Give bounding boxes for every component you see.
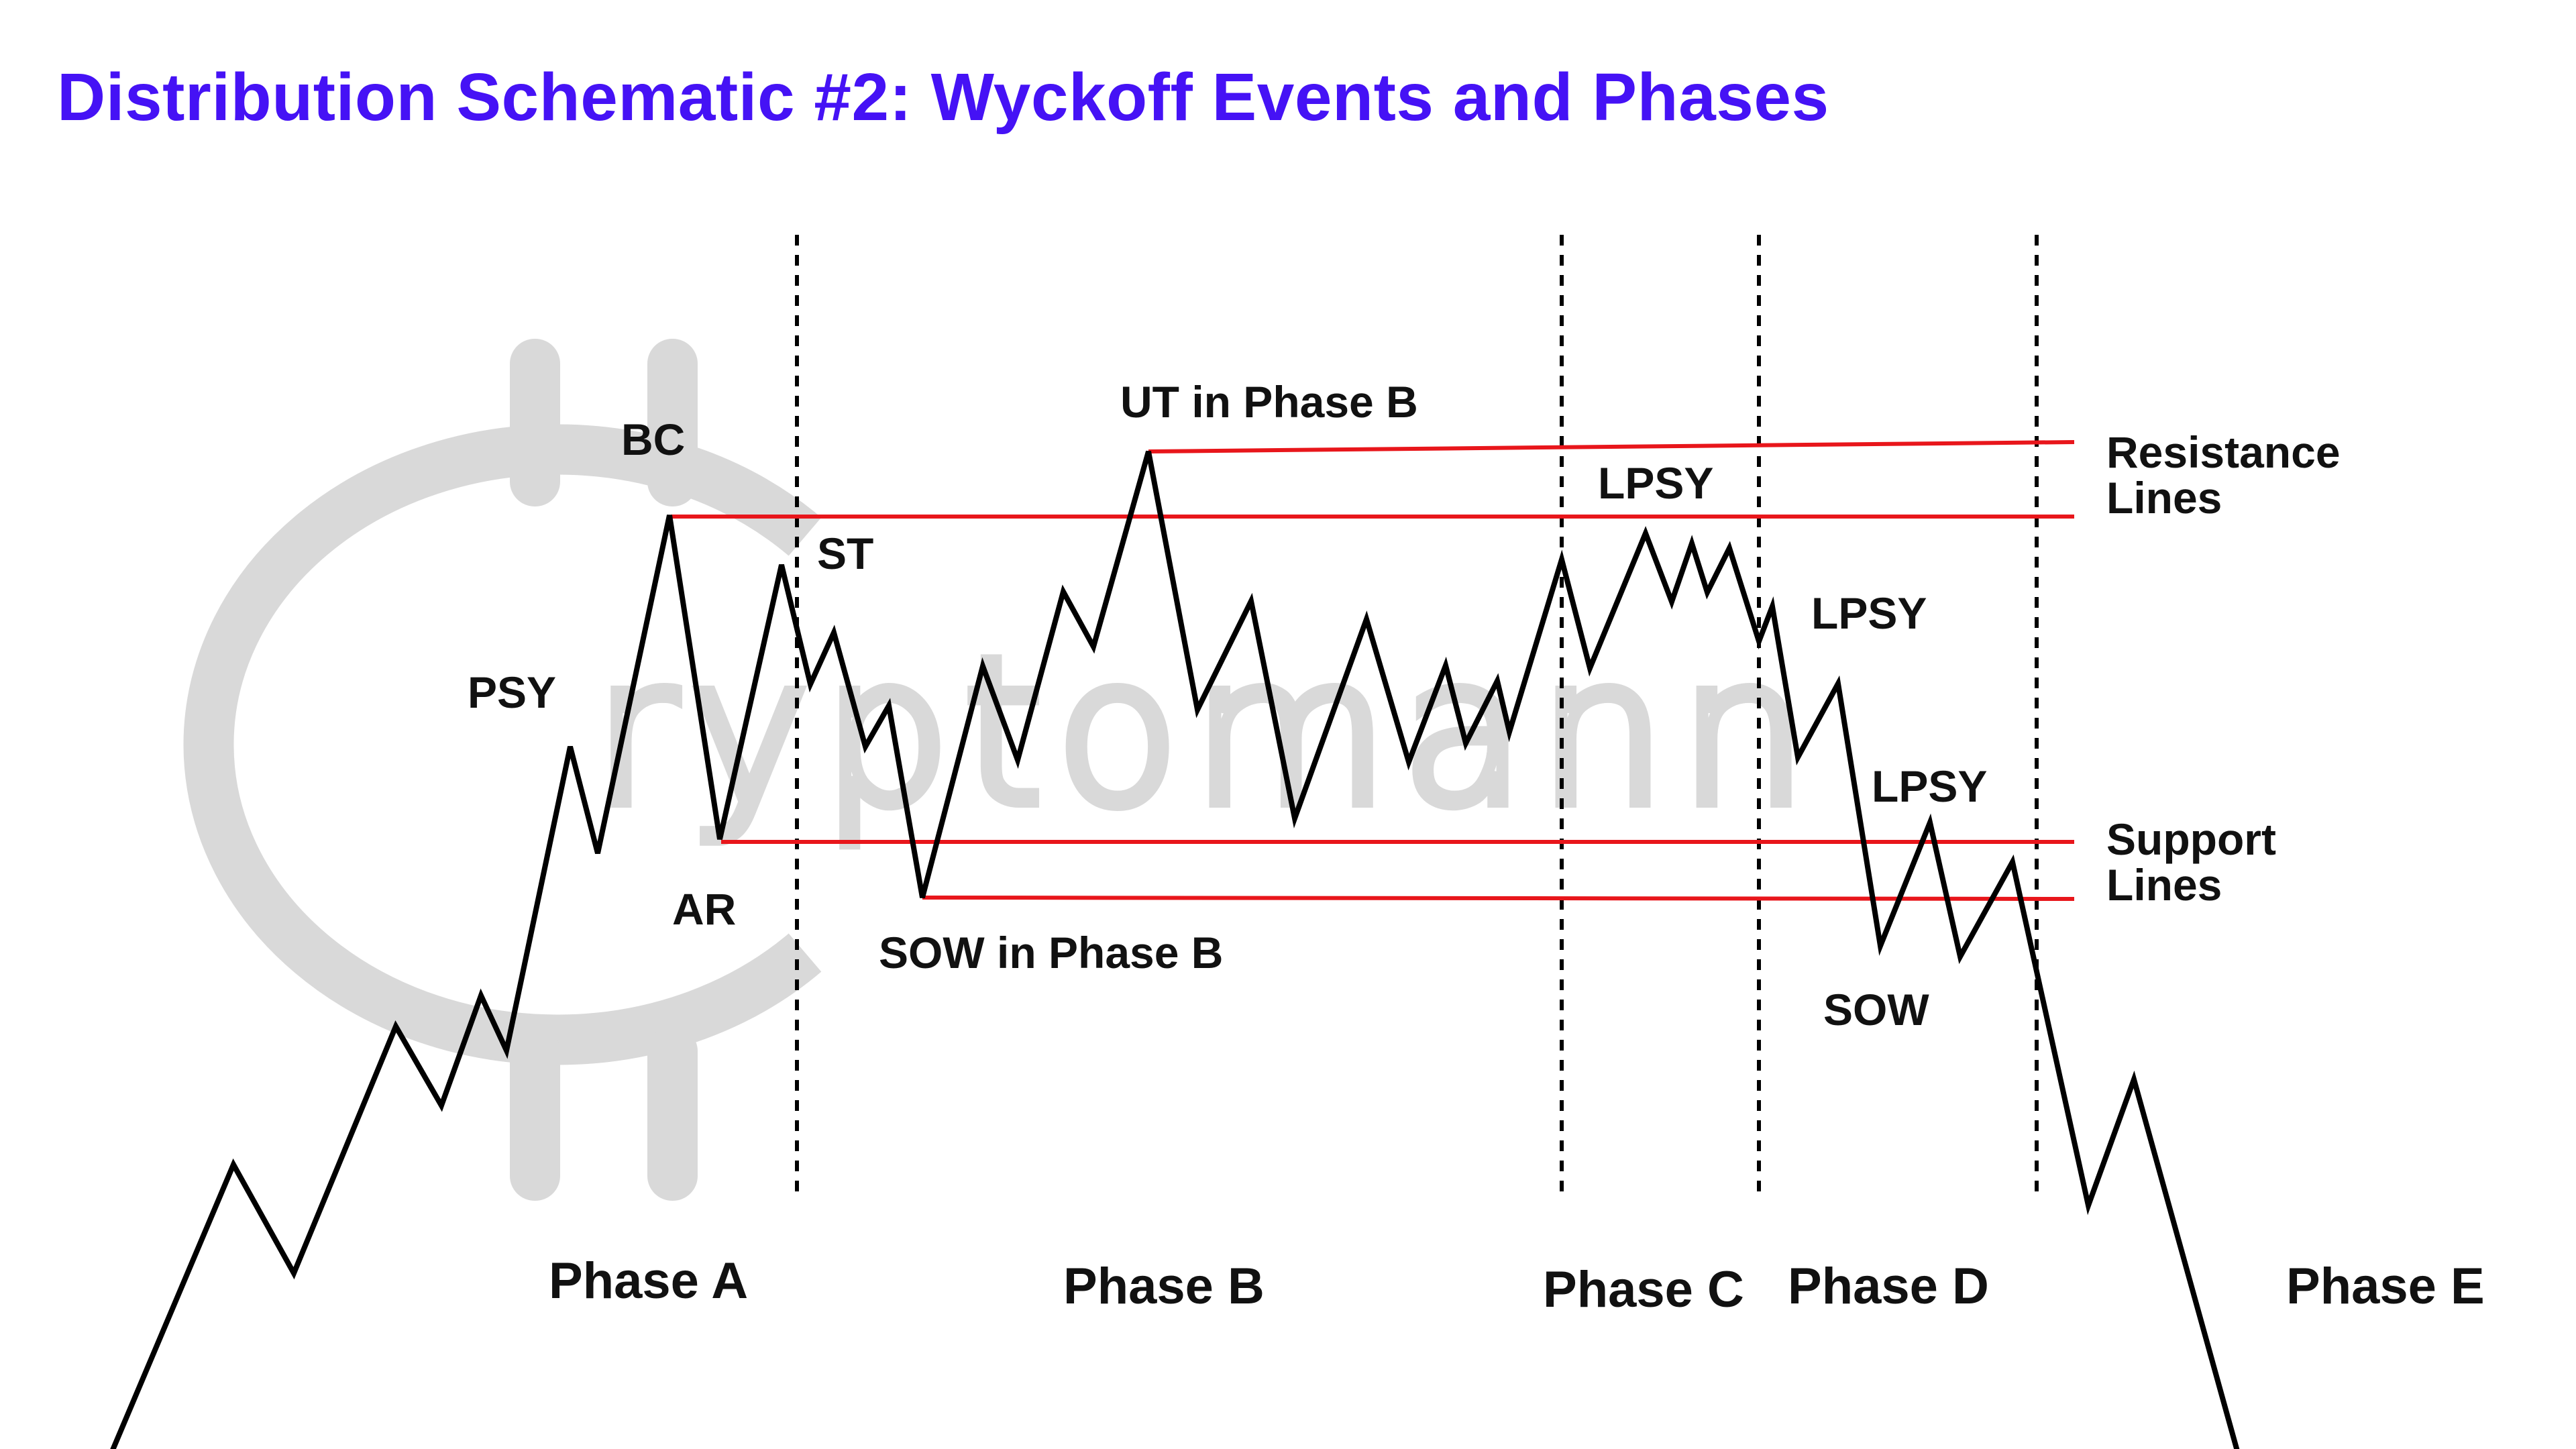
phase-label-d: Phase D [1788, 1258, 1989, 1315]
phase-label-b: Phase B [1063, 1258, 1265, 1315]
event-label-lpsy-phase-d-lower: LPSY [1872, 761, 1987, 811]
event-label-lpsy-phase-c: LPSY [1598, 458, 1713, 508]
event-label-ut-phase-b: UT in Phase B [1120, 377, 1418, 427]
phase-label-c: Phase C [1543, 1261, 1744, 1318]
support-lines-label-line2: Lines [2106, 860, 2222, 910]
resistance-lines-label-line1: Resistance [2106, 427, 2341, 477]
event-label-lpsy-phase-d-upper: LPSY [1811, 588, 1927, 638]
event-label-bc: BC [621, 415, 685, 464]
event-label-ar: AR [672, 884, 736, 934]
event-label-psy: PSY [468, 667, 556, 717]
phase-label-a: Phase A [549, 1252, 748, 1309]
watermark-coin-bar-bottom-right [647, 1026, 698, 1201]
resistance-lines-label-line2: Lines [2106, 473, 2222, 523]
watermark-coin-icon [183, 424, 822, 1065]
watermark-coin-bar-bottom-left [510, 1026, 560, 1201]
resistance-line-upper [1148, 440, 2075, 453]
watermark-logo: ryptomann [183, 339, 1821, 1201]
diagram-title: Distribution Schematic #2: Wyckoff Event… [57, 60, 1829, 135]
price-path-line [110, 450, 2240, 1449]
watermark-coin-bar-top-right [647, 339, 698, 506]
event-label-sow-phase-b: SOW in Phase B [879, 928, 1223, 977]
support-lines-label-line1: Support [2106, 814, 2276, 864]
event-label-sow: SOW [1823, 985, 1929, 1034]
phase-label-e: Phase E [2286, 1258, 2485, 1315]
event-label-st: ST [817, 529, 873, 578]
support-line-lower [922, 896, 2075, 901]
watermark-text: ryptomann [594, 615, 1821, 849]
watermark-coin-bar-top-left [510, 339, 560, 506]
